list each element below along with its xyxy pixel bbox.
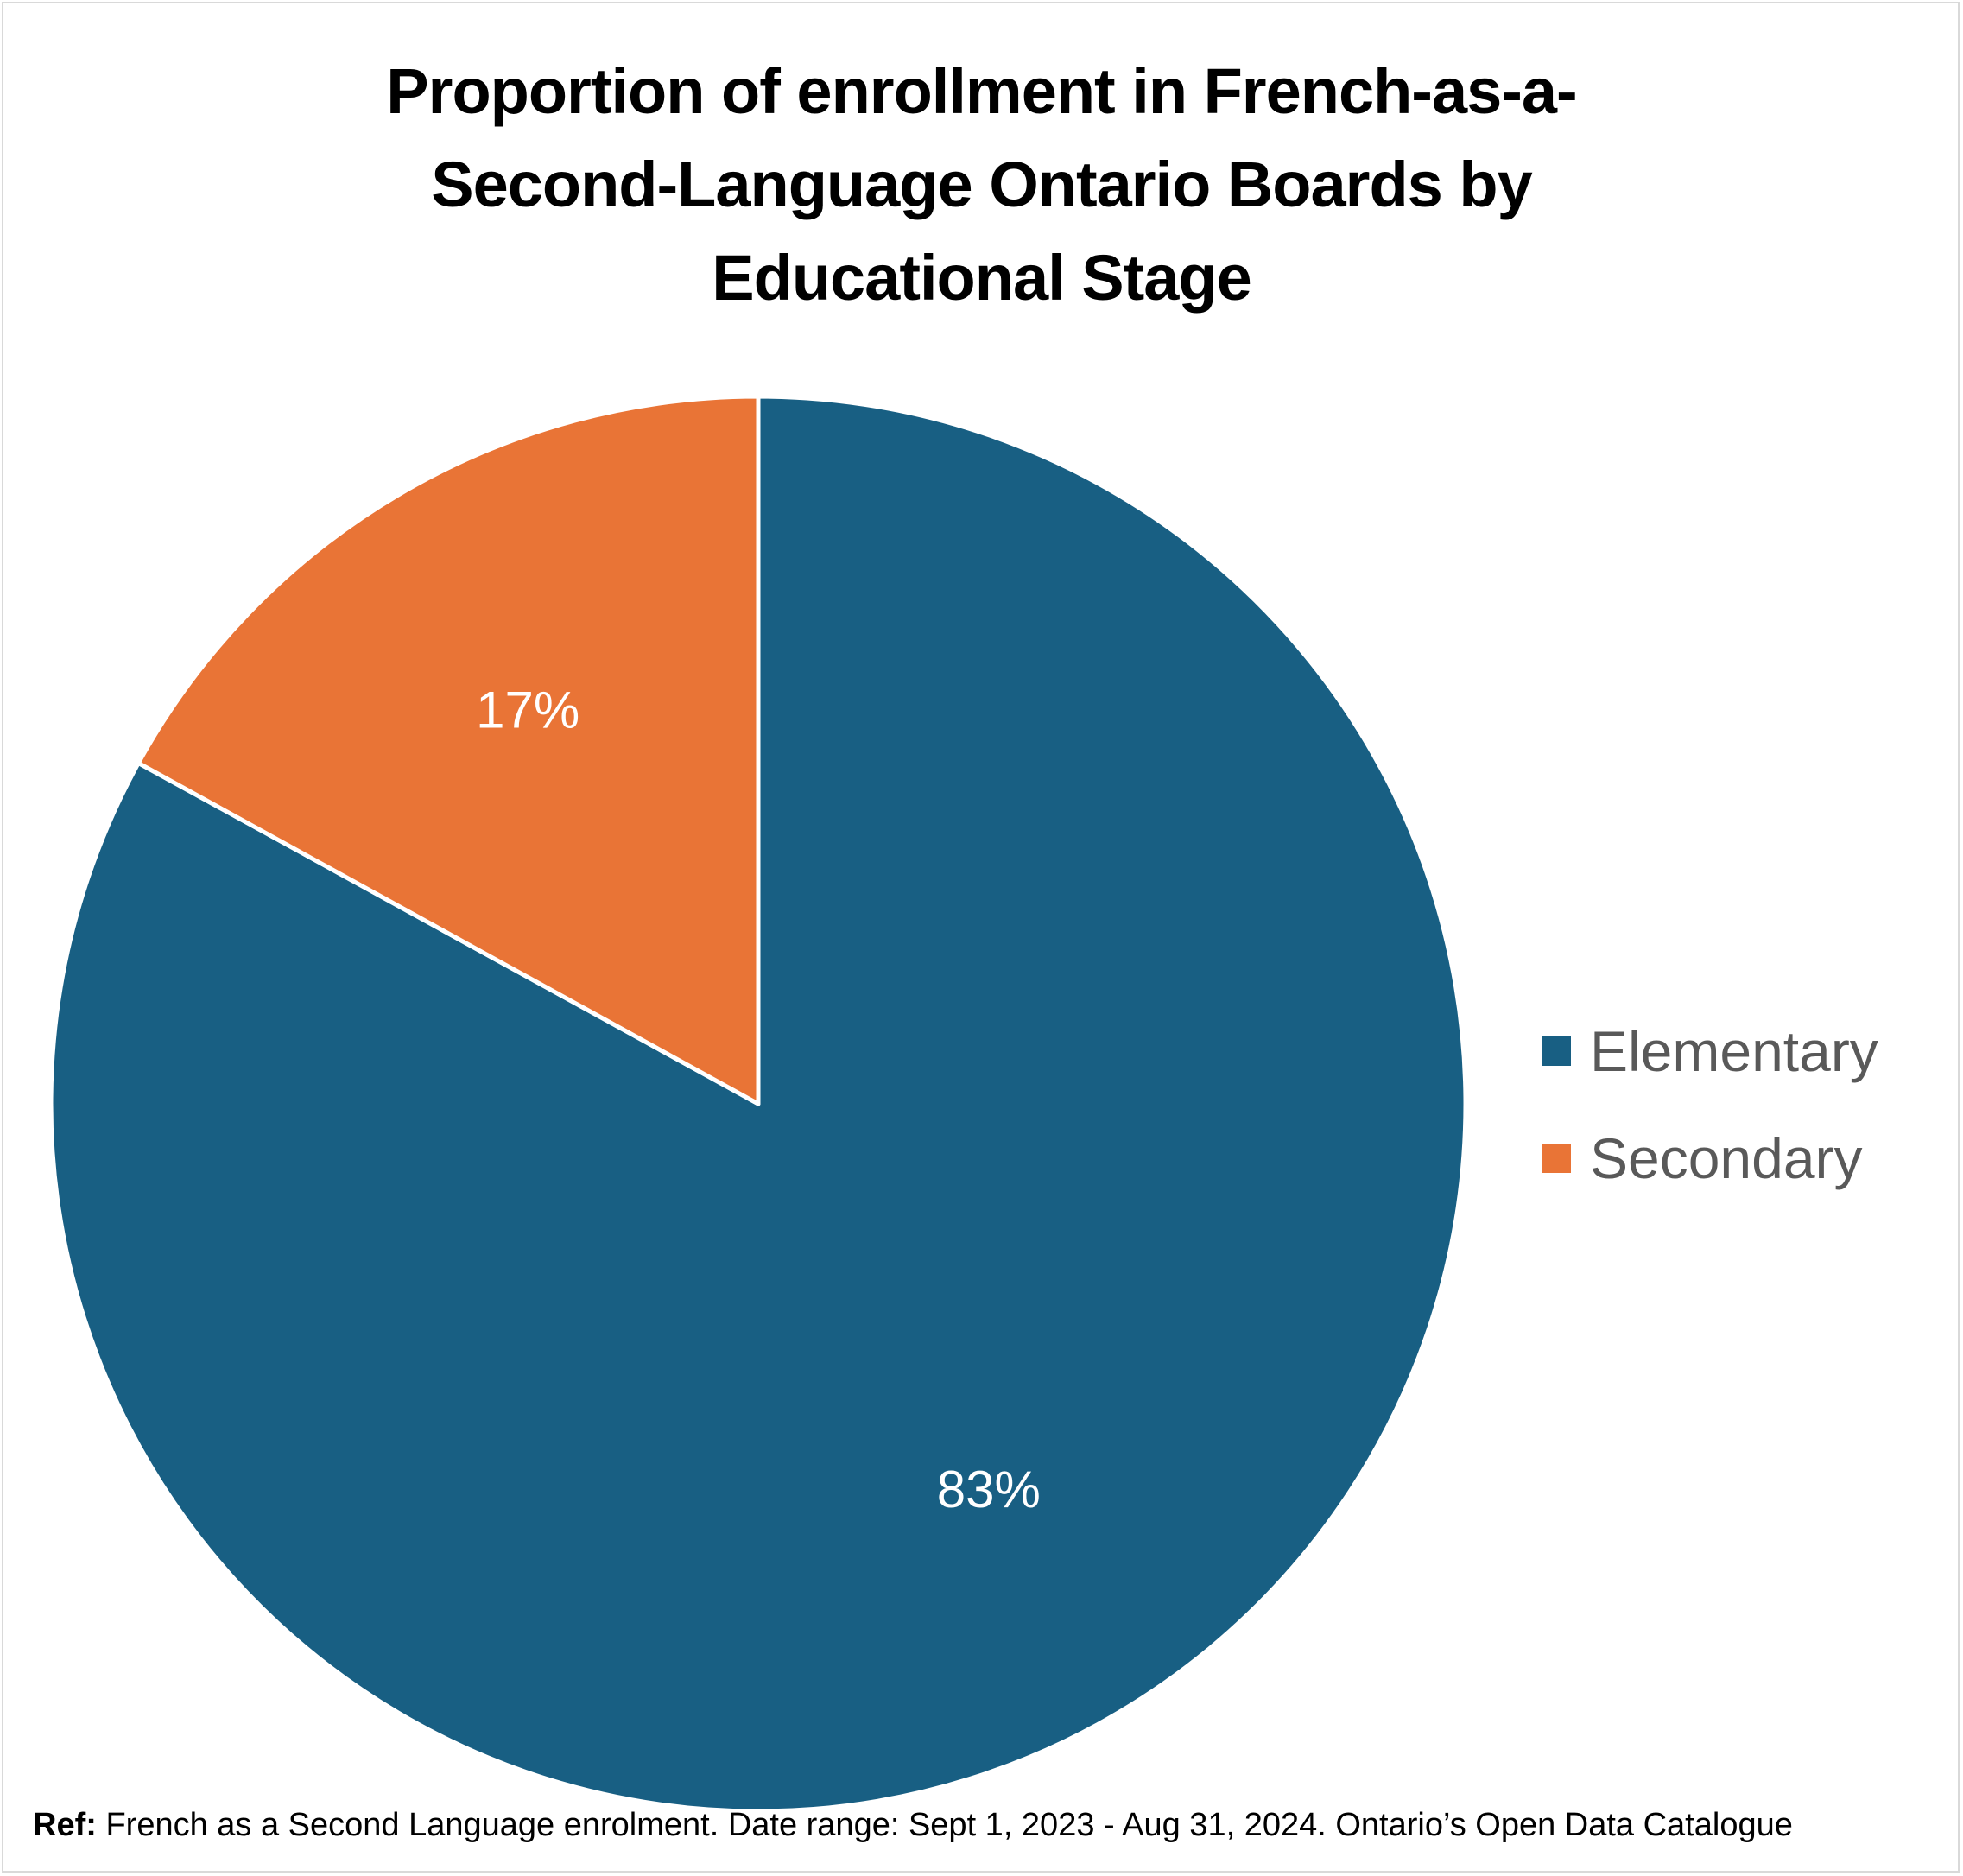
chart-title-line-1: Proportion of enrollment in French-as-a- xyxy=(386,55,1577,127)
reference-footnote: Ref: French as a Second Language enrolme… xyxy=(33,1807,1793,1844)
footnote-label: Ref: xyxy=(33,1807,97,1843)
legend-swatch-secondary xyxy=(1542,1144,1571,1173)
chart-title-line-3: Educational Stage xyxy=(712,242,1251,314)
data-label-elementary: 83% xyxy=(937,1461,1041,1518)
legend-label-secondary: Secondary xyxy=(1590,1126,1863,1190)
chart-title: Proportion of enrollment in French-as-a-… xyxy=(0,45,1963,325)
legend-label-elementary: Elementary xyxy=(1590,1019,1878,1083)
footnote-text: French as a Second Language enrolment. D… xyxy=(105,1807,1793,1843)
legend-swatch-elementary xyxy=(1542,1036,1571,1066)
legend-item-secondary: Secondary xyxy=(1542,1105,1878,1212)
data-label-secondary: 17% xyxy=(476,681,579,739)
chart-title-line-2: Second-Language Ontario Boards by xyxy=(431,149,1533,220)
pie-slice-secondary xyxy=(136,394,761,1106)
legend: Elementary Secondary xyxy=(1542,998,1878,1212)
legend-item-elementary: Elementary xyxy=(1542,998,1878,1105)
